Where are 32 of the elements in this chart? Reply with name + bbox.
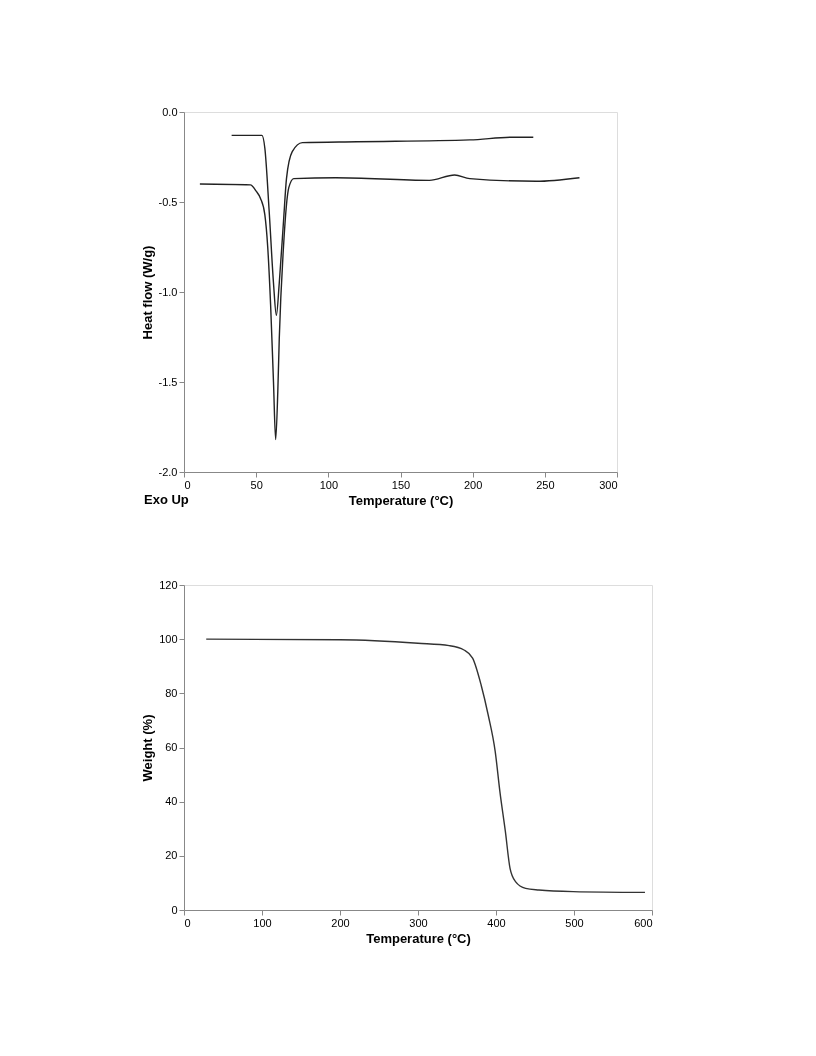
x-tick-label: 500 <box>565 916 584 929</box>
x-tick-label: 200 <box>331 916 350 929</box>
x-tick-label: 0 <box>184 916 191 929</box>
y-tick-label: 20 <box>165 849 178 862</box>
x-tick-label: 0 <box>184 478 191 491</box>
x-tick-label: 200 <box>463 478 483 491</box>
y-axis-title: Weight (%) <box>140 714 156 782</box>
x-axis-title: Temperature (°C) <box>348 492 454 508</box>
x-tick-label: 250 <box>536 478 555 491</box>
y-tick-label: 80 <box>165 686 178 699</box>
y-tick-label: -2.0 <box>158 465 178 478</box>
y-tick-label: 0 <box>171 903 178 916</box>
y-tick-label: 60 <box>165 741 178 753</box>
y-tick-label: 120 <box>159 578 178 591</box>
x-tick-label: 400 <box>487 916 506 929</box>
line-series <box>205 638 646 894</box>
x-axis-title: Temperature (°C) <box>366 930 471 946</box>
x-tick-label: 300 <box>409 916 428 929</box>
y-tick-label: 0.0 <box>162 105 178 118</box>
x-tick-label: 100 <box>319 478 339 491</box>
y-tick-label: 40 <box>165 795 178 808</box>
y-tick-label: -0.5 <box>158 195 178 208</box>
text: Exo Up <box>144 492 189 507</box>
y-tick-label: 100 <box>159 632 178 645</box>
x-tick-label: 100 <box>253 916 272 929</box>
y-tick-label: -1.5 <box>158 375 178 388</box>
y-tick-label: -1.0 <box>158 285 178 298</box>
x-tick-label: 150 <box>391 478 411 491</box>
y-axis-title: Heat flow (W/g) <box>139 245 155 340</box>
x-tick-label: 600 <box>634 916 653 929</box>
x-tick-label: 50 <box>250 478 263 491</box>
x-tick-label: 300 <box>599 478 618 491</box>
